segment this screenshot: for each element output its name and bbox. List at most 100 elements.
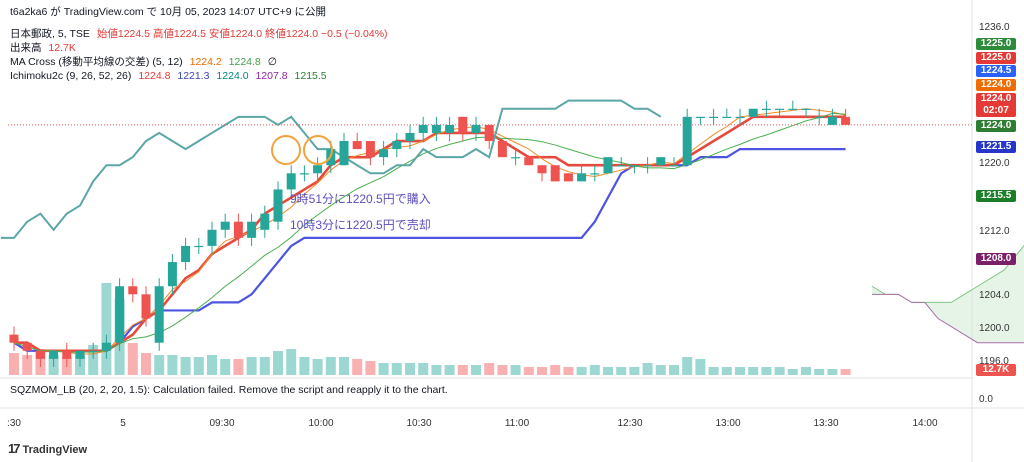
tradingview-logo[interactable]: 17 TradingView — [8, 441, 87, 456]
volume-bar — [669, 365, 679, 375]
candle-body — [299, 173, 309, 175]
candle-body — [101, 342, 111, 351]
volume-bar — [220, 359, 231, 375]
candle-body — [379, 149, 389, 158]
price-tick-label: 1204.0 — [979, 290, 1010, 301]
time-tick-label: :30 — [7, 418, 21, 429]
candle-body — [35, 350, 45, 359]
volume-bar — [840, 369, 851, 375]
volume-bar — [550, 365, 561, 375]
volume-bar — [497, 365, 508, 375]
ichimoku-cloud — [872, 245, 1024, 343]
price-axis-badge: 1224.0 — [976, 79, 1016, 91]
time-tick-label: 13:30 — [813, 418, 839, 429]
sqzmom-indicator-label[interactable]: SQZMOM_LB (20, 2, 20, 1.5): Calculation … — [10, 384, 448, 396]
candle-body — [49, 350, 59, 359]
volume-bar — [708, 367, 719, 375]
price-tick-label: 0.0 — [979, 394, 993, 405]
volume-bar — [88, 345, 99, 375]
volume-bar — [154, 355, 165, 375]
volume-bar — [471, 365, 481, 375]
sell-annotation[interactable]: 10時3分に1220.5円で売却 — [290, 218, 431, 232]
price-axis-badge: 1225.0 — [976, 38, 1016, 50]
volume-bar — [735, 367, 745, 375]
volume-bar — [787, 369, 798, 375]
volume-bar — [259, 357, 270, 375]
hidden-icon[interactable]: ∅ — [267, 56, 277, 68]
candle-body — [247, 221, 257, 238]
volume-bar — [655, 365, 666, 375]
candle-body — [207, 229, 217, 246]
kijun-sen-line — [13, 147, 846, 352]
candle-body — [405, 132, 415, 142]
time-tick-label: 5 — [120, 418, 126, 429]
candle-body — [194, 245, 204, 248]
candle-body — [722, 116, 732, 119]
price-axis-badge: 1225.0 — [976, 52, 1016, 64]
ohlc-values: 始値1224.5 高値1224.5 安値1224.0 終値1224.0 −0.5… — [96, 28, 388, 40]
candle-body — [563, 173, 573, 182]
candle-body — [511, 157, 521, 159]
volume-bar — [312, 359, 323, 375]
buy-annotation[interactable]: 9時51分に1220.5円で購入 — [290, 192, 431, 206]
time-tick-label: 10:00 — [308, 418, 334, 429]
candle-body — [22, 342, 32, 351]
candle-body — [128, 286, 138, 295]
volume-bar — [391, 363, 402, 375]
candle-body — [629, 165, 639, 167]
volume-bar — [457, 365, 468, 375]
ichimoku-value-5: 1215.5 — [294, 70, 327, 82]
candle-body — [286, 173, 296, 190]
candle-body — [656, 157, 666, 166]
volume-bar — [444, 365, 455, 375]
volume-bar — [682, 357, 693, 375]
volume-bar — [695, 359, 706, 375]
candle-body — [775, 108, 785, 110]
candle-body — [233, 221, 243, 238]
volume-bar — [814, 369, 825, 375]
ma-cross-value-1: 1224.2 — [189, 56, 222, 68]
candle-body — [75, 350, 85, 359]
candle-body — [220, 221, 230, 230]
candle-body — [709, 116, 719, 119]
volume-bar — [193, 357, 204, 375]
candle-body — [154, 286, 164, 343]
price-axis-badge: 1224.0 — [976, 120, 1016, 132]
volume-bar — [563, 367, 574, 375]
ichimoku-value-2: 1221.3 — [177, 70, 210, 82]
volume-bar — [273, 351, 283, 375]
candle-body — [431, 124, 441, 133]
volume-bar — [801, 367, 811, 375]
symbol-name[interactable]: 日本郵政, 5, TSE — [10, 28, 90, 40]
volume-bar — [246, 357, 257, 375]
candle-body — [682, 116, 692, 166]
time-tick-label: 12:30 — [617, 418, 643, 429]
price-tick-label: 1212.0 — [979, 226, 1010, 237]
symbol-row: 日本郵政, 5, TSE 始値1224.5 高値1224.5 安値1224.0 … — [10, 27, 392, 41]
candle-body — [761, 108, 771, 110]
candle-body — [643, 165, 653, 167]
candle-body — [88, 350, 98, 352]
volume-bar — [629, 367, 640, 375]
candle-body — [365, 141, 375, 158]
candle-body — [62, 350, 72, 359]
volume-bar — [101, 283, 112, 375]
candle-body — [115, 286, 125, 343]
ichimoku-row[interactable]: Ichimoku2c (9, 26, 52, 26) 1224.8 1221.3… — [10, 69, 331, 83]
candle-body — [392, 141, 402, 150]
ma-cross-row[interactable]: MA Cross (移動平均線の交差) (5, 12) 1224.2 1224.… — [10, 55, 281, 69]
volume-bar — [510, 365, 521, 375]
volume-bar — [431, 365, 442, 375]
ichimoku-value-4: 1207.8 — [255, 70, 288, 82]
price-axis-badge: 1215.5 — [976, 190, 1016, 202]
candle-body — [603, 157, 613, 174]
candle-body — [814, 116, 824, 119]
volume-bar — [378, 363, 389, 375]
tenkan-sen-line — [14, 115, 846, 353]
candle-body — [9, 334, 19, 343]
candle-body — [695, 116, 705, 119]
volume-bar — [642, 363, 653, 375]
price-tick-label: 1236.0 — [979, 22, 1010, 33]
candle-body — [616, 165, 626, 167]
